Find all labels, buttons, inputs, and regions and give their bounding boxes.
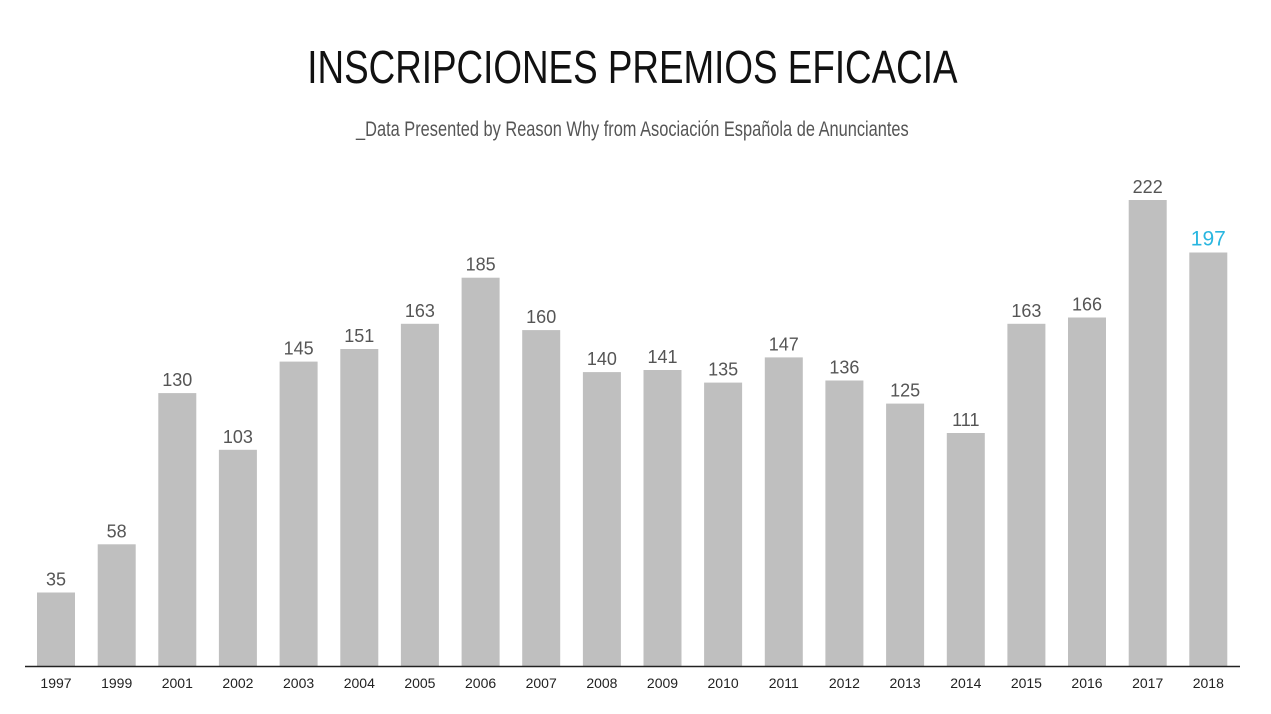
- bar-2003: [279, 361, 318, 666]
- bars-group: [37, 200, 1228, 666]
- x-tick-label-2015: 2015: [1011, 675, 1042, 691]
- value-label-2008: 140: [587, 349, 617, 369]
- value-label-2009: 141: [647, 347, 677, 367]
- bar-2014: [946, 433, 985, 666]
- value-label-2006: 185: [466, 255, 496, 275]
- x-tick-label-2012: 2012: [829, 675, 860, 691]
- x-tick-label-2009: 2009: [647, 675, 678, 691]
- value-label-2015: 163: [1011, 301, 1041, 321]
- bar-2010: [704, 382, 743, 666]
- x-tick-label-2002: 2002: [222, 675, 253, 691]
- value-label-2014: 111: [952, 410, 979, 430]
- x-tick-label-2001: 2001: [162, 675, 193, 691]
- bar-2018: [1189, 252, 1228, 666]
- x-tick-label-1999: 1999: [101, 675, 132, 691]
- bar-2006: [461, 277, 500, 666]
- value-label-2002: 103: [223, 427, 253, 447]
- x-tick-label-2016: 2016: [1071, 675, 1102, 691]
- bar-1997: [37, 592, 75, 666]
- chart-title: INSCRIPCIONES PREMIOS EFICACIA: [307, 41, 958, 93]
- x-tick-label-2003: 2003: [283, 675, 314, 691]
- value-label-2011: 147: [769, 334, 799, 354]
- value-label-2013: 125: [890, 381, 920, 401]
- bar-2009: [643, 370, 682, 666]
- value-label-2007: 160: [526, 307, 556, 327]
- bar-2011: [764, 357, 803, 666]
- value-label-1999: 58: [107, 521, 127, 541]
- x-tick-label-2013: 2013: [890, 675, 921, 691]
- x-tick-label-2017: 2017: [1132, 675, 1163, 691]
- value-label-2012: 136: [829, 358, 859, 378]
- value-label-1997: 35: [46, 570, 66, 590]
- x-tick-label-2014: 2014: [950, 675, 981, 691]
- x-tick-label-2005: 2005: [404, 675, 435, 691]
- bar-2008: [582, 372, 621, 666]
- bar-2002: [218, 449, 257, 666]
- bar-2007: [522, 330, 561, 666]
- x-tick-label-2006: 2006: [465, 675, 496, 691]
- bar-2004: [340, 349, 379, 666]
- x-tick-labels-group: 1997 1999 2001 2002 2003 2004 2005 2006 2007 2008…: [40, 675, 1224, 691]
- x-tick-label-2018: 2018: [1193, 675, 1224, 691]
- bar-2005: [400, 323, 439, 666]
- value-labels-group: 35 58 130 103 145 151 163 185 160 140 141 135 147 136…: [46, 177, 1226, 590]
- bar-2001: [158, 393, 197, 666]
- bar-2013: [886, 403, 925, 666]
- value-label-2017: 222: [1133, 177, 1163, 197]
- value-label-2018: 197: [1191, 228, 1226, 251]
- value-label-2004: 151: [344, 326, 374, 346]
- bar-2015: [1007, 323, 1046, 666]
- bar-1999: [97, 544, 136, 666]
- value-label-2001: 130: [162, 370, 192, 390]
- x-tick-label-2010: 2010: [708, 675, 739, 691]
- value-label-2016: 166: [1072, 295, 1102, 315]
- x-tick-label-2011: 2011: [769, 675, 799, 691]
- x-tick-label-2007: 2007: [526, 675, 557, 691]
- value-label-2005: 163: [405, 301, 435, 321]
- chart-subtitle: _Data Presented by Reason Why from Asoci…: [356, 118, 909, 141]
- bar-2012: [825, 380, 864, 666]
- bar-2017: [1128, 200, 1167, 666]
- bar-2016: [1068, 317, 1106, 666]
- x-tick-label-2004: 2004: [344, 675, 375, 691]
- x-tick-label-1997: 1997: [40, 675, 71, 691]
- x-tick-label-2008: 2008: [586, 675, 617, 691]
- value-label-2010: 135: [708, 360, 738, 380]
- value-label-2003: 145: [284, 339, 314, 359]
